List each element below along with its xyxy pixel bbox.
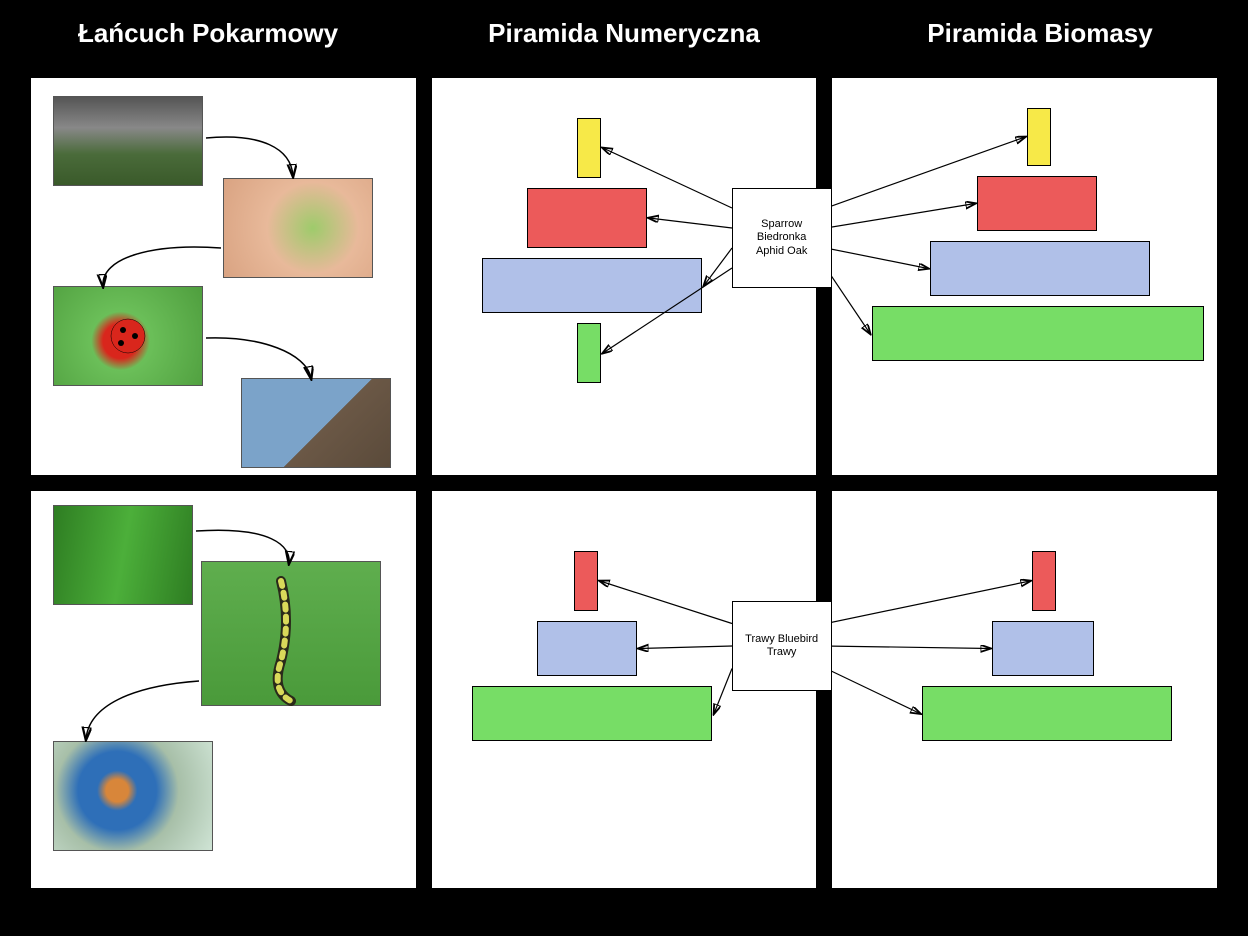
pyramid-bar-green	[872, 306, 1204, 361]
numeric-pyramid-panel-row1: SparrowBiedronkaAphid Oak	[431, 77, 818, 476]
grid: SparrowBiedronkaAphid Oak Trawy Bluebird…	[0, 59, 1248, 919]
pyramid-bar-blue	[482, 258, 702, 313]
header-row: Łańcuch Pokarmowy Piramida Numeryczna Pi…	[0, 0, 1248, 59]
pyramid-label-line: Sparrow	[735, 218, 829, 231]
pyramid-bar-blue	[930, 241, 1150, 296]
header-col3: Piramida Biomasy	[832, 18, 1248, 49]
pyramid-label-box: SparrowBiedronkaAphid Oak	[732, 188, 832, 288]
biomass-pyramid-panel-row2	[831, 490, 1218, 889]
pyramid-label-line: Biedronka	[735, 231, 829, 244]
photo-sparrow	[241, 378, 391, 468]
pyramid-bar-green	[577, 323, 601, 383]
pyramid-bar-red	[574, 551, 598, 611]
photo-aphid	[223, 178, 373, 278]
pyramid-label-line: Trawy	[735, 646, 829, 659]
food-chain-panel-row1	[30, 77, 417, 476]
photo-ladybug	[53, 286, 203, 386]
header-col2: Piramida Numeryczna	[416, 18, 832, 49]
pyramid-bar-red	[977, 176, 1097, 231]
pyramid-label-line: Trawy Bluebird	[735, 633, 829, 646]
photo-tree-storm	[53, 96, 203, 186]
pyramid-bar-green	[922, 686, 1172, 741]
pyramid-bar-yellow	[1027, 108, 1051, 166]
pyramid-bar-green	[472, 686, 712, 741]
pyramid-bar-red	[527, 188, 647, 248]
pyramid-bar-yellow	[577, 118, 601, 178]
photo-grass	[53, 505, 193, 605]
numeric-pyramid-panel-row2: Trawy BluebirdTrawy	[431, 490, 818, 889]
pyramid-bar-blue	[992, 621, 1094, 676]
biomass-pyramid-panel-row1	[831, 77, 1218, 476]
food-chain-panel-row2	[30, 490, 417, 889]
pyramid-bar-red	[1032, 551, 1056, 611]
photo-caterpillar	[201, 561, 381, 706]
pyramid-label-box: Trawy BluebirdTrawy	[732, 601, 832, 691]
header-col1: Łańcuch Pokarmowy	[0, 18, 416, 49]
pyramid-label-line: Aphid Oak	[735, 245, 829, 258]
pyramid-bar-blue	[537, 621, 637, 676]
photo-bluebird	[53, 741, 213, 851]
